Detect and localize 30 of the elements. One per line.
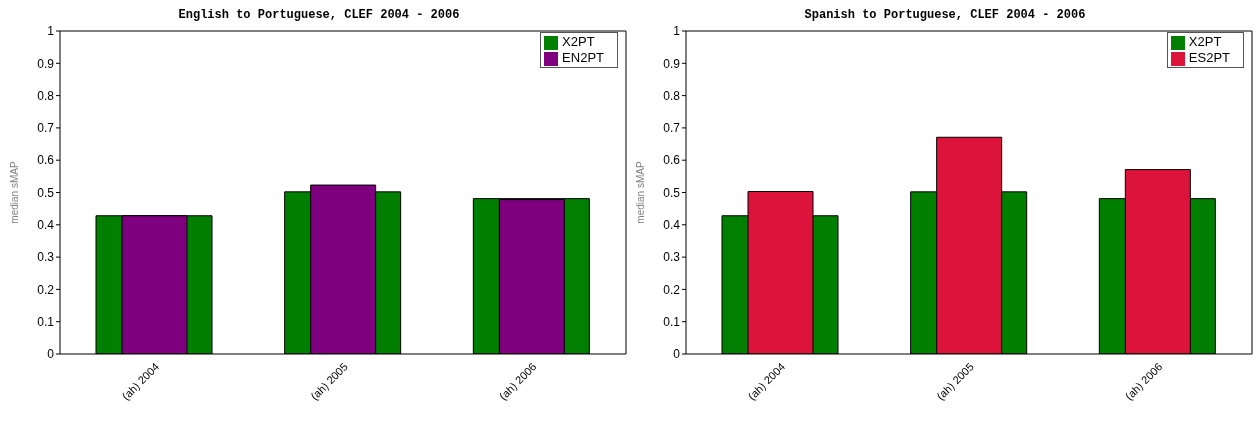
y-tick-label: 0.8	[663, 88, 681, 103]
legend-label: ES2PT	[1188, 50, 1230, 65]
chart-title: English to Portuguese, CLEF 2004 - 2006	[177, 8, 461, 22]
y-tick-label: 0.4	[37, 218, 55, 233]
y-tick-label: 0.5	[663, 185, 681, 200]
y-tick-label: 1	[673, 24, 681, 39]
y-tick-label: 0.7	[663, 121, 681, 136]
y-tick-label: 0.3	[37, 250, 55, 265]
y-tick-label: 0.2	[37, 282, 55, 297]
legend-label: EN2PT	[562, 50, 604, 65]
y-tick-label: 0.4	[663, 218, 681, 233]
y-axis-title: median sMAP	[634, 161, 646, 224]
y-tick-label: 1	[47, 24, 55, 39]
y-tick-label: 0.2	[663, 282, 681, 297]
y-tick-label: 0	[47, 347, 55, 362]
y-tick-label: 0.8	[37, 88, 55, 103]
chart-title: Spanish to Portuguese, CLEF 2004 - 2006	[803, 8, 1087, 22]
y-tick-label: 0.3	[663, 250, 681, 265]
y-tick-label: 0.6	[37, 153, 55, 168]
y-tick-label: 0	[673, 347, 681, 362]
y-tick-label: 0.1	[37, 314, 55, 329]
y-tick-label: 0.5	[37, 185, 55, 200]
y-tick-label: 0.1	[663, 314, 681, 329]
y-axis-title: median sMAP	[8, 161, 20, 224]
y-tick-label: 0.9	[663, 56, 681, 71]
legend-label: X2PT	[562, 34, 595, 49]
y-tick-label: 0.6	[663, 153, 681, 168]
legend-label: X2PT	[1188, 34, 1222, 49]
y-tick-label: 0.9	[37, 56, 55, 71]
y-tick-label: 0.7	[37, 121, 55, 136]
